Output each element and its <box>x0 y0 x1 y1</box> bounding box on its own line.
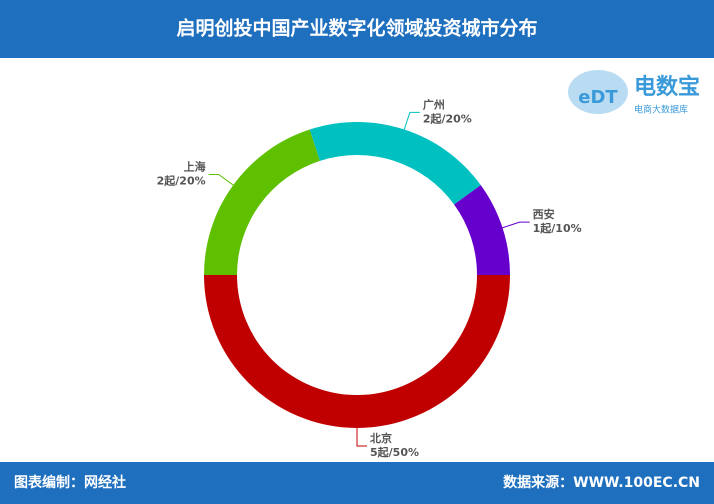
logo: eDT 电数宝 电商大数据库 <box>568 70 700 116</box>
chart-title: 启明创投中国产业数字化领域投资城市分布 <box>176 17 537 40</box>
leader-line <box>403 111 420 130</box>
value-label: 1起/10% <box>533 221 582 235</box>
logo-cloud <box>568 70 628 114</box>
logo-name: 电数宝 <box>634 74 700 100</box>
leader-line <box>502 221 530 229</box>
category-label: 西安 <box>533 207 555 221</box>
logo-mark: eDT <box>578 87 618 108</box>
footer-left: 图表编制：网经社 <box>14 474 126 491</box>
header-bar <box>0 0 714 58</box>
donut-segment <box>309 122 481 205</box>
value-label: 2起/20% <box>157 173 206 187</box>
category-label: 广州 <box>423 97 445 111</box>
category-label: 上海 <box>184 159 206 173</box>
donut-segment <box>204 275 510 428</box>
footer-bar <box>0 462 714 504</box>
donut-segment <box>204 129 320 275</box>
footer-right: 数据来源：WWW.100EC.CN <box>503 474 700 491</box>
logo-subtitle: 电商大数据库 <box>634 104 688 116</box>
value-label: 5起/50% <box>370 445 419 459</box>
donut-segment <box>454 185 510 275</box>
category-label: 北京 <box>370 431 392 445</box>
leader-line <box>356 428 367 447</box>
value-label: 2起/20% <box>423 111 472 125</box>
leader-line <box>208 173 234 186</box>
